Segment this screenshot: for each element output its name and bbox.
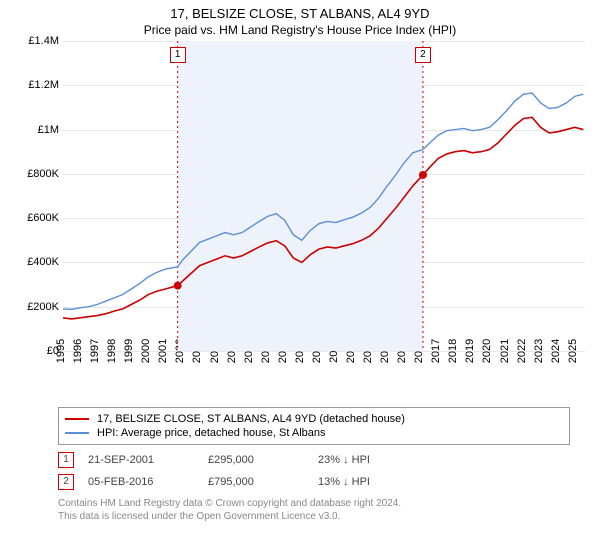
legend-row: 17, BELSIZE CLOSE, ST ALBANS, AL4 9YD (d… xyxy=(65,412,563,426)
footer-line-1: Contains HM Land Registry data © Crown c… xyxy=(58,497,570,510)
plot-area: £0£200K£400K£600K£800K£1M£1.2M£1.4M19951… xyxy=(63,41,585,351)
legend-row: HPI: Average price, detached house, St A… xyxy=(65,426,563,440)
ownership-band xyxy=(178,41,423,351)
transaction-date: 21-SEP-2001 xyxy=(88,454,208,466)
transaction-price: £795,000 xyxy=(208,476,318,488)
chart-subtitle: Price paid vs. HM Land Registry's House … xyxy=(0,21,600,41)
chart-svg xyxy=(63,41,585,351)
legend: 17, BELSIZE CLOSE, ST ALBANS, AL4 9YD (d… xyxy=(58,407,570,445)
transaction-diff-hpi: 23% ↓ HPI xyxy=(318,454,428,466)
legend-swatch xyxy=(65,432,89,434)
sale-marker-box: 2 xyxy=(415,47,431,63)
legend-label: 17, BELSIZE CLOSE, ST ALBANS, AL4 9YD (d… xyxy=(97,413,405,425)
chart-title: 17, BELSIZE CLOSE, ST ALBANS, AL4 9YD xyxy=(0,0,600,21)
sale-dot xyxy=(419,171,427,179)
footer-attribution: Contains HM Land Registry data © Crown c… xyxy=(58,497,570,523)
transaction-diff-hpi: 13% ↓ HPI xyxy=(318,476,428,488)
y-tick-label: £1M xyxy=(38,124,63,136)
y-tick-label: £400K xyxy=(27,256,63,268)
footer-line-2: This data is licensed under the Open Gov… xyxy=(58,510,570,523)
legend-swatch xyxy=(65,418,89,420)
legend-label: HPI: Average price, detached house, St A… xyxy=(97,427,326,439)
transaction-date: 05-FEB-2016 xyxy=(88,476,208,488)
transaction-price: £295,000 xyxy=(208,454,318,466)
transaction-marker: 2 xyxy=(58,474,74,490)
y-tick-label: £1.4M xyxy=(28,35,63,47)
y-tick-label: £600K xyxy=(27,212,63,224)
transaction-marker: 1 xyxy=(58,452,74,468)
transaction-row: 1 21-SEP-2001£295,00023% ↓ HPI xyxy=(58,449,570,471)
sale-marker-box: 1 xyxy=(170,47,186,63)
chart-area: £0£200K£400K£600K£800K£1M£1.2M£1.4M19951… xyxy=(15,41,585,401)
transactions-table: 1 21-SEP-2001£295,00023% ↓ HPI 2 05-FEB-201… xyxy=(58,449,570,493)
transaction-row: 2 05-FEB-2016£795,00013% ↓ HPI xyxy=(58,471,570,493)
y-tick-label: £200K xyxy=(27,301,63,313)
y-tick-label: £800K xyxy=(27,168,63,180)
sale-dot xyxy=(174,282,182,290)
y-tick-label: £1.2M xyxy=(28,79,63,91)
